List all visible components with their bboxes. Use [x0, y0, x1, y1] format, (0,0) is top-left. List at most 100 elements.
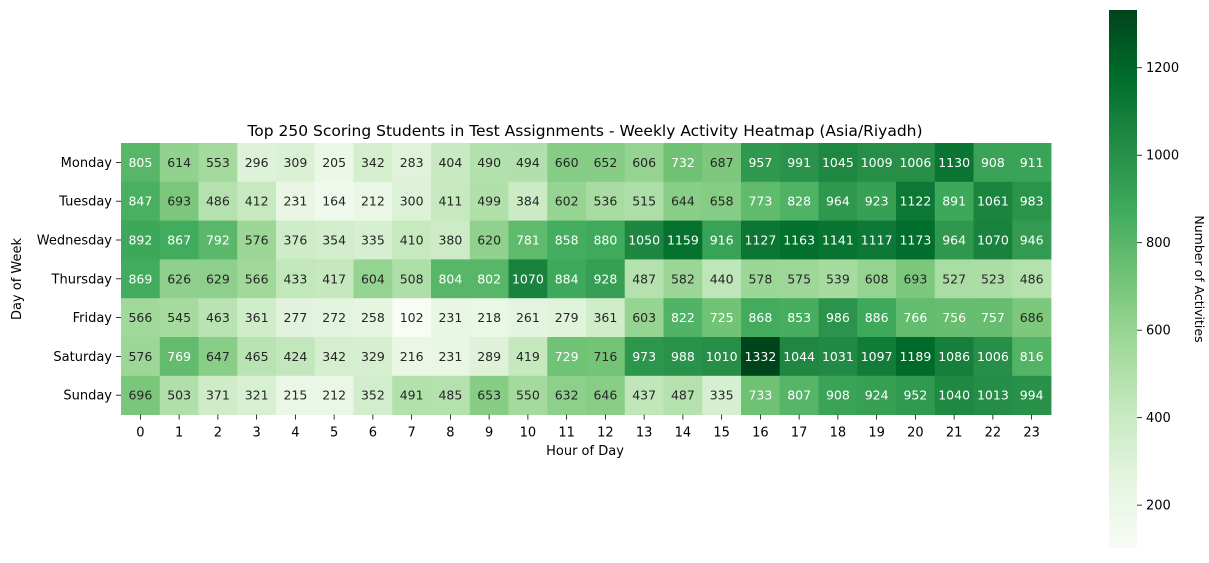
heatmap-cell: [237, 143, 277, 183]
heatmap-cell: [431, 298, 471, 338]
cell-value-label: 296: [245, 155, 269, 170]
heatmap-cell: [779, 375, 819, 415]
cell-value-label: 1122: [899, 194, 931, 209]
cell-value-label: 816: [1020, 349, 1044, 364]
cell-value-label: 576: [128, 349, 152, 364]
heatmap-cell: [276, 298, 316, 338]
heatmap-cell: [896, 220, 936, 260]
cell-value-label: 957: [748, 155, 772, 170]
heatmap-cell: [702, 337, 742, 377]
cell-value-label: 329: [361, 349, 385, 364]
cell-value-label: 696: [128, 388, 152, 403]
cell-value-label: 853: [787, 310, 811, 325]
cell-value-label: 231: [438, 349, 462, 364]
cell-value-label: 608: [865, 271, 889, 286]
cell-value-label: 261: [516, 310, 540, 325]
colorbar: [1109, 10, 1137, 548]
cell-value-label: 440: [710, 271, 734, 286]
cell-value-label: 1006: [977, 349, 1009, 364]
cell-value-label: 566: [245, 271, 269, 286]
cell-value-label: 164: [322, 194, 346, 209]
heatmap-cell: [276, 259, 316, 299]
cell-value-label: 384: [516, 194, 540, 209]
heatmap-cell: [237, 259, 277, 299]
cell-value-label: 1009: [861, 155, 893, 170]
heatmap-cell: [934, 143, 974, 183]
heatmap-cell: [663, 375, 703, 415]
cell-value-label: 300: [400, 194, 424, 209]
x-tick-label: 20: [907, 426, 924, 441]
heatmap-cell: [896, 143, 936, 183]
heatmap-cell: [624, 337, 664, 377]
heatmap-cell: [392, 181, 432, 221]
heatmap-cell: [624, 259, 664, 299]
cell-value-label: 433: [283, 271, 307, 286]
colorbar-tick-label: 1200: [1146, 61, 1179, 76]
heatmap-cell: [392, 143, 432, 183]
cell-value-label: 490: [477, 155, 501, 170]
heatmap-cell: [663, 337, 703, 377]
cell-value-label: 231: [283, 194, 307, 209]
heatmap-cell: [237, 181, 277, 221]
cell-value-label: 766: [903, 310, 927, 325]
heatmap-cell: [624, 220, 664, 260]
x-tick-label: 17: [791, 426, 808, 441]
heatmap-cell: [741, 143, 781, 183]
colorbar-tick-label: 800: [1146, 236, 1171, 251]
heatmap-cell: [624, 143, 664, 183]
cell-value-label: 411: [438, 194, 462, 209]
heatmap-cell: [857, 220, 897, 260]
heatmap-cell: [159, 143, 199, 183]
cell-value-label: 258: [361, 310, 385, 325]
heatmap-cell: [934, 337, 974, 377]
cell-value-label: 693: [903, 271, 927, 286]
cell-value-label: 986: [826, 310, 850, 325]
cell-value-label: 582: [671, 271, 695, 286]
heatmap-cell: [973, 220, 1013, 260]
cell-value-label: 1159: [667, 233, 699, 248]
heatmap-cell: [586, 143, 626, 183]
heatmap-cell: [934, 181, 974, 221]
heatmap-cell: [159, 298, 199, 338]
cell-value-label: 578: [748, 271, 772, 286]
heatmap-cell: [353, 143, 393, 183]
heatmap-cell: [779, 259, 819, 299]
heatmap-cell: [237, 375, 277, 415]
heatmap-cell: [314, 298, 354, 338]
chart-title: Top 250 Scoring Students in Test Assignm…: [246, 122, 922, 140]
cell-value-label: 1010: [706, 349, 738, 364]
x-tick-label: 15: [713, 426, 730, 441]
heatmap-cell: [896, 181, 936, 221]
heatmap-cell: [857, 259, 897, 299]
cell-value-label: 486: [206, 194, 230, 209]
heatmap-cell: [276, 181, 316, 221]
cell-value-label: 1117: [861, 233, 893, 248]
heatmap-cell: [624, 375, 664, 415]
heatmap-cell: [392, 298, 432, 338]
y-tick-label: Wednesday: [37, 234, 113, 249]
heatmap-cell: [741, 259, 781, 299]
heatmap-cell: [934, 220, 974, 260]
heatmap-cell: [547, 181, 587, 221]
heatmap-cell: [973, 143, 1013, 183]
x-tick-label: 13: [636, 426, 653, 441]
heatmap-cell: [314, 375, 354, 415]
y-tick-label: Saturday: [53, 350, 112, 365]
x-tick-label: 12: [597, 426, 614, 441]
x-tick-label: 3: [252, 426, 260, 441]
cell-value-label: 716: [593, 349, 617, 364]
heatmap-cell: [276, 220, 316, 260]
colorbar-tick-label: 600: [1146, 324, 1171, 339]
cell-value-label: 212: [361, 194, 385, 209]
cell-value-label: 361: [593, 310, 617, 325]
cell-value-label: 321: [245, 388, 269, 403]
heatmap-cell: [973, 298, 1013, 338]
cell-value-label: 380: [438, 233, 462, 248]
cell-value-label: 1332: [744, 349, 776, 364]
cell-value-label: 486: [1020, 271, 1044, 286]
heatmap-cell: [586, 259, 626, 299]
heatmap-cell: [198, 337, 238, 377]
heatmap-cell: [159, 220, 199, 260]
heatmap-cell: [276, 143, 316, 183]
